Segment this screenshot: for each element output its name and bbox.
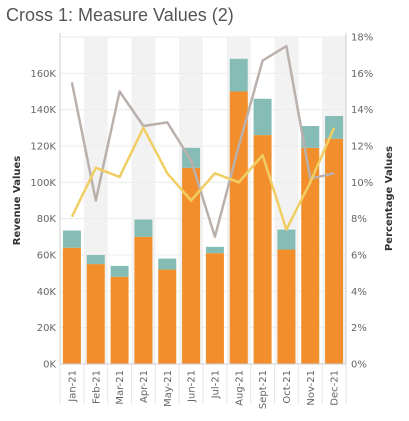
y-axis-right-title: Percentage Values — [384, 146, 395, 251]
x-tick-labels: Jan-21 Feb-21 Mar-21 Apr-21 May-21 Jun-21 Jul-… — [67, 370, 340, 409]
bar-primary — [62, 247, 81, 364]
y-right-tick-label: 6% — [351, 251, 367, 262]
x-tick-label: Jul-21 — [210, 370, 221, 399]
bar-primary — [158, 269, 177, 364]
y-right-tick-label: 16% — [351, 69, 373, 80]
y-right-tick-label: 0% — [351, 360, 367, 371]
y-left-tick-label: 140K — [30, 105, 56, 116]
y-left-tick-label: 40K — [37, 287, 57, 298]
x-tick-label: Aug-21 — [234, 370, 245, 406]
y-left-tick-label: 160K — [30, 69, 56, 80]
bar-primary — [277, 249, 296, 364]
x-tick-label: Jan-21 — [67, 370, 78, 403]
y-left-tick-label: 100K — [30, 178, 56, 189]
line-series-2 — [70, 126, 336, 231]
x-tick-label: Mar-21 — [115, 370, 126, 405]
bar-primary — [325, 138, 344, 364]
bars — [62, 58, 344, 364]
y-right-tick-label: 2% — [351, 323, 367, 334]
bar-secondary — [325, 116, 344, 139]
x-tick-label: Nov-21 — [306, 370, 317, 406]
x-tick-label: Sept-21 — [258, 370, 269, 409]
x-tick-label: Oct-21 — [282, 370, 293, 404]
x-tick-label: May-21 — [163, 370, 174, 407]
x-tick-label: Apr-21 — [139, 370, 150, 403]
lines — [70, 44, 336, 239]
chart-title: Cross 1: Measure Values (2) — [6, 5, 234, 25]
bar-primary — [229, 91, 248, 364]
bar-secondary — [86, 255, 105, 265]
y-axis-left-title: Revenue Values — [12, 156, 23, 246]
y-right-tick-label: 18% — [351, 33, 373, 44]
bar-secondary — [62, 230, 81, 248]
right-tick-labels: 0% 2% 4% 6% 8% 10% 12% 14% 16% 18% — [351, 33, 373, 371]
bar-secondary — [301, 126, 320, 148]
y-left-tick-label: 80K — [37, 214, 57, 225]
line-series-1 — [70, 44, 335, 239]
y-left-tick-label: 120K — [30, 142, 56, 153]
bar-primary — [253, 135, 272, 364]
bar-primary — [110, 276, 129, 364]
bar-secondary — [110, 265, 129, 277]
x-tick-label: Jun-21 — [187, 370, 198, 403]
x-tick-label: Feb-21 — [91, 370, 102, 404]
y-left-tick-label: 60K — [37, 251, 57, 262]
bar-primary — [205, 253, 224, 364]
axes — [59, 33, 347, 404]
bar-secondary — [277, 229, 296, 250]
y-right-tick-label: 14% — [351, 105, 373, 116]
y-left-tick-label: 20K — [37, 323, 57, 334]
y-left-tick-label: 0K — [43, 360, 56, 371]
bar-primary — [301, 147, 320, 364]
y-right-tick-label: 4% — [351, 287, 367, 298]
bar-secondary — [205, 246, 224, 254]
bar-primary — [86, 264, 105, 364]
bar-secondary — [229, 58, 248, 92]
bar-secondary — [134, 219, 153, 237]
bar-secondary — [253, 98, 272, 136]
bar-secondary — [158, 258, 177, 270]
bar-primary — [182, 167, 201, 364]
y-right-tick-label: 8% — [351, 214, 367, 225]
bar-primary — [134, 236, 153, 364]
left-tick-labels: 0K 20K 40K 60K 80K 100K 120K 140K 160K — [30, 69, 56, 371]
x-tick-label: Dec-21 — [330, 370, 341, 406]
y-right-tick-label: 12% — [351, 142, 373, 153]
y-right-tick-label: 10% — [351, 178, 373, 189]
